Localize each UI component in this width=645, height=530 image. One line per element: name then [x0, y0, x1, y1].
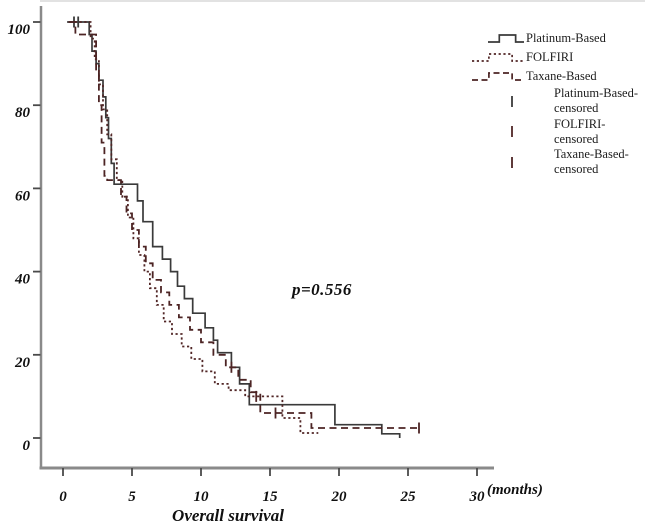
legend-symbol-cell — [467, 69, 526, 84]
legend-item-taxane-based-censored: Taxane-Based-censored — [467, 147, 645, 178]
legend-symbol-censor-bar-icon — [511, 95, 513, 107]
legend-label: Platinum-Based-censored — [554, 86, 639, 116]
y-tick-label: 100 — [8, 22, 31, 38]
x-tick-label: 15 — [263, 489, 279, 505]
scan-border-line — [40, 0, 645, 2]
legend-label: Platinum-Based — [526, 30, 606, 45]
y-tick-label: 40 — [14, 272, 31, 288]
legend-item-folfiri-censored: FOLFIRI-censored — [467, 117, 645, 148]
x-axis-title: Overall survival — [172, 506, 284, 525]
x-tick-label: 10 — [194, 489, 210, 505]
legend-item-platinum-based-censored: Platinum-Based-censored — [467, 86, 645, 117]
dotted-step-glyph — [472, 53, 524, 62]
km-curve-folfiri — [69, 21, 319, 434]
dashed-step-glyph — [472, 72, 524, 81]
y-tick-label: 0 — [23, 438, 31, 454]
legend-symbol-dotted-step-icon — [472, 53, 524, 62]
legend-symbol-cell — [467, 50, 526, 65]
legend-label: FOLFIRI — [526, 49, 574, 64]
legend-symbol-solid-step-icon — [488, 34, 524, 43]
y-tick-label: 80 — [15, 105, 31, 121]
legend-item-taxane-based: Taxane-Based — [467, 67, 645, 86]
solid-step-glyph — [488, 34, 524, 43]
legend-symbol-cell — [467, 155, 554, 170]
y-tick-label: 60 — [15, 188, 31, 204]
legend-symbol-cell — [467, 31, 526, 46]
legend-symbol-cell — [467, 94, 554, 109]
legend-symbol-censor-bar-icon — [511, 126, 513, 138]
legend-label: FOLFIRI-censored — [554, 116, 606, 146]
x-tick-label: 25 — [400, 489, 417, 505]
x-tick-label: 5 — [128, 489, 136, 505]
legend-item-folfiri: FOLFIRI — [467, 48, 645, 67]
legend-label: Taxane-Based — [526, 68, 597, 83]
legend-symbol-cell — [467, 124, 554, 139]
legend-symbol-censor-bar-icon — [511, 156, 513, 168]
p-value-annotation: p=0.556 — [292, 280, 352, 299]
legend-label: Taxane-Based-censored — [554, 147, 629, 177]
legend-item-platinum-based: Platinum-Based — [467, 29, 645, 48]
km-curve-taxane-based — [68, 21, 419, 429]
x-tick-label: 20 — [331, 489, 348, 505]
x-axis-unit-label: (months) — [487, 482, 543, 498]
x-tick-label: 30 — [469, 489, 486, 505]
legend-symbol-dashed-step-icon — [472, 72, 524, 81]
legend: Platinum-Based FOLFIRI Taxane-Based Platinu… — [467, 29, 645, 178]
x-tick-label: 0 — [59, 489, 67, 505]
km-curve-platinum-based — [67, 21, 401, 438]
y-tick-label: 20 — [14, 355, 31, 371]
